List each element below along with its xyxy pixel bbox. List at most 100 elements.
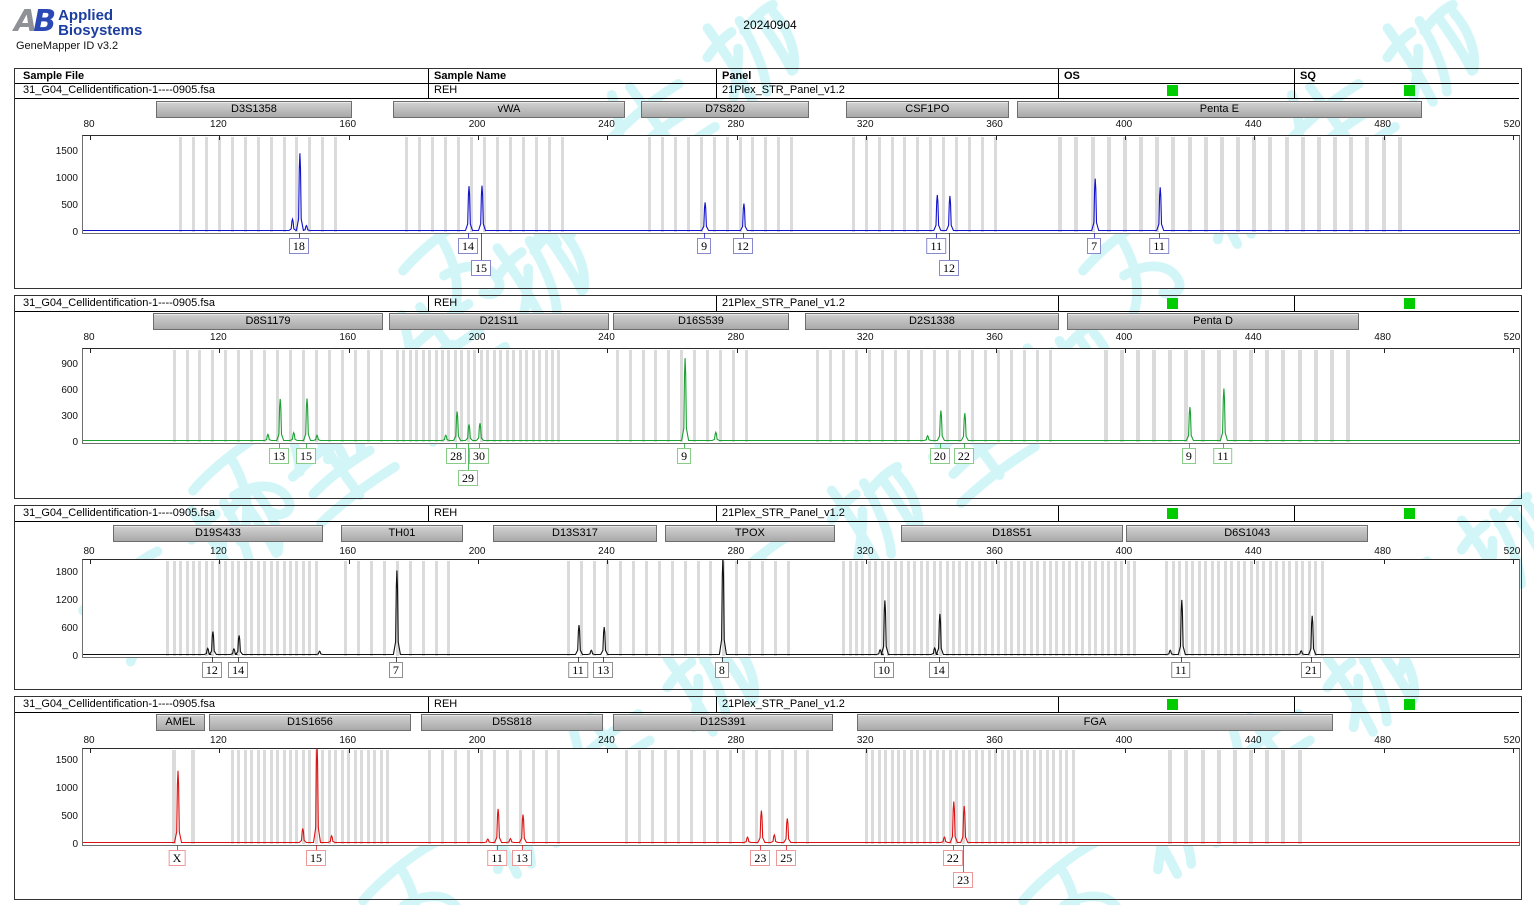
allele-bin <box>851 137 855 232</box>
sample-file-value: 31_G04_Cellidentification-1----0905.fsa <box>23 84 215 96</box>
allele-bin <box>1252 137 1257 232</box>
allele-bin <box>1184 350 1189 442</box>
sample-row[interactable]: 31_G04_Cellidentification-1----0905.fsa R… <box>15 83 1519 99</box>
allele-label-X[interactable]: X <box>168 850 186 866</box>
allele-bin <box>897 750 901 844</box>
allele-bin <box>864 750 868 844</box>
allele-label-11[interactable]: 11 <box>1171 662 1191 678</box>
allele-bin <box>1003 561 1007 656</box>
allele-bin <box>1107 561 1111 656</box>
x-tick-mark <box>736 560 738 564</box>
allele-label-15[interactable]: 15 <box>306 850 327 866</box>
allele-label-11[interactable]: 11 <box>926 238 947 254</box>
allele-label-9[interactable]: 9 <box>1181 448 1196 464</box>
allele-bin <box>282 561 286 656</box>
allele-label-14[interactable]: 14 <box>458 238 479 254</box>
allele-label-13[interactable]: 13 <box>269 448 290 464</box>
sample-name-value: REH <box>434 698 458 710</box>
sample-row[interactable]: 31_G04_Cellidentification-1----0905.fsa R… <box>15 697 1519 713</box>
sample-row[interactable]: 31_G04_Cellidentification-1----0905.fsa R… <box>15 296 1519 312</box>
y-tick-label: 300 <box>61 411 78 422</box>
allele-label-13[interactable]: 13 <box>512 850 533 866</box>
x-tick-mark <box>736 349 738 353</box>
allele-label-23[interactable]: 23 <box>750 850 771 866</box>
allele-label-25[interactable]: 25 <box>776 850 797 866</box>
allele-label-14[interactable]: 14 <box>228 662 249 678</box>
allele-label-7[interactable]: 7 <box>1087 238 1102 254</box>
allele-label-30[interactable]: 30 <box>469 448 490 464</box>
y-tick-label: 600 <box>61 385 78 396</box>
allele-label-14[interactable]: 14 <box>928 662 949 678</box>
x-tick-mark <box>1254 560 1256 564</box>
x-tick-label: 400 <box>1115 332 1133 343</box>
allele-bin <box>741 750 745 844</box>
x-tick-mark <box>1513 749 1514 753</box>
allele-bin <box>660 137 664 232</box>
allele-label-15[interactable]: 15 <box>470 260 491 276</box>
allele-connector <box>963 845 965 872</box>
allele-label-8[interactable]: 8 <box>714 662 729 678</box>
allele-bin <box>340 750 344 844</box>
allele-bin <box>942 750 946 844</box>
allele-label-11[interactable]: 11 <box>487 850 507 866</box>
allele-label-12[interactable]: 12 <box>201 662 222 678</box>
allele-label-13[interactable]: 13 <box>593 662 614 678</box>
allele-bin <box>321 137 325 232</box>
allele-label-15[interactable]: 15 <box>296 448 316 464</box>
allele-bin <box>518 350 522 442</box>
allele-label-18[interactable]: 18 <box>288 238 309 254</box>
allele-label-11[interactable]: 11 <box>568 662 588 678</box>
allele-label-23[interactable]: 23 <box>953 872 974 888</box>
plot-area[interactable] <box>82 748 1520 846</box>
allele-bin <box>1100 561 1104 656</box>
allele-bin <box>1071 750 1075 844</box>
allele-bin <box>948 750 952 844</box>
allele-label-20[interactable]: 20 <box>929 448 950 464</box>
allele-label-7[interactable]: 7 <box>388 662 403 678</box>
plot-area[interactable] <box>82 135 1520 234</box>
sample-row[interactable]: 31_G04_Cellidentification-1----0905.fsa R… <box>15 506 1519 522</box>
x-tick-label: 120 <box>210 546 227 557</box>
allele-label-29[interactable]: 29 <box>458 470 479 486</box>
allele-bin <box>754 750 758 844</box>
allele-bin <box>405 137 409 232</box>
allele-bin <box>1191 561 1195 656</box>
plot-area[interactable] <box>82 348 1520 444</box>
applied-biosystems-logo: AB Applied Biosystems <box>14 7 142 39</box>
plot-area[interactable] <box>82 559 1520 658</box>
x-tick-mark <box>995 749 997 753</box>
column-divider <box>428 506 429 521</box>
allele-bin <box>706 350 710 442</box>
allele-bin <box>295 561 299 656</box>
allele-bin <box>308 750 312 844</box>
allele-bin <box>473 350 477 442</box>
allele-bin <box>321 750 325 844</box>
allele-label-12[interactable]: 12 <box>732 238 753 254</box>
allele-bin <box>512 350 516 442</box>
allele-bin <box>1333 137 1338 232</box>
allele-bin <box>1236 561 1240 656</box>
marker-D19S433: D19S433 <box>112 525 323 542</box>
allele-bin <box>282 137 286 232</box>
allele-label-9[interactable]: 9 <box>677 448 692 464</box>
allele-bin <box>1281 350 1286 442</box>
allele-bin <box>867 350 871 442</box>
allele-bin <box>842 561 846 656</box>
allele-bin <box>964 561 968 656</box>
allele-label-21[interactable]: 21 <box>1301 662 1322 678</box>
allele-label-22[interactable]: 22 <box>953 448 974 464</box>
allele-label-12[interactable]: 12 <box>938 260 959 276</box>
allele-label-22[interactable]: 22 <box>942 850 963 866</box>
allele-label-28[interactable]: 28 <box>446 448 467 464</box>
allele-label-9[interactable]: 9 <box>697 238 712 254</box>
x-tick-label: 280 <box>727 332 745 343</box>
y-tick-label: 0 <box>72 437 78 448</box>
allele-label-11[interactable]: 11 <box>1149 238 1169 254</box>
allele-connector <box>1180 657 1182 662</box>
os-pass-indicator <box>1167 298 1178 309</box>
x-tick-label: 280 <box>727 119 745 130</box>
allele-label-10[interactable]: 10 <box>873 662 894 678</box>
allele-bin <box>1184 750 1189 844</box>
allele-label-11[interactable]: 11 <box>1213 448 1233 464</box>
allele-bin <box>301 561 305 656</box>
